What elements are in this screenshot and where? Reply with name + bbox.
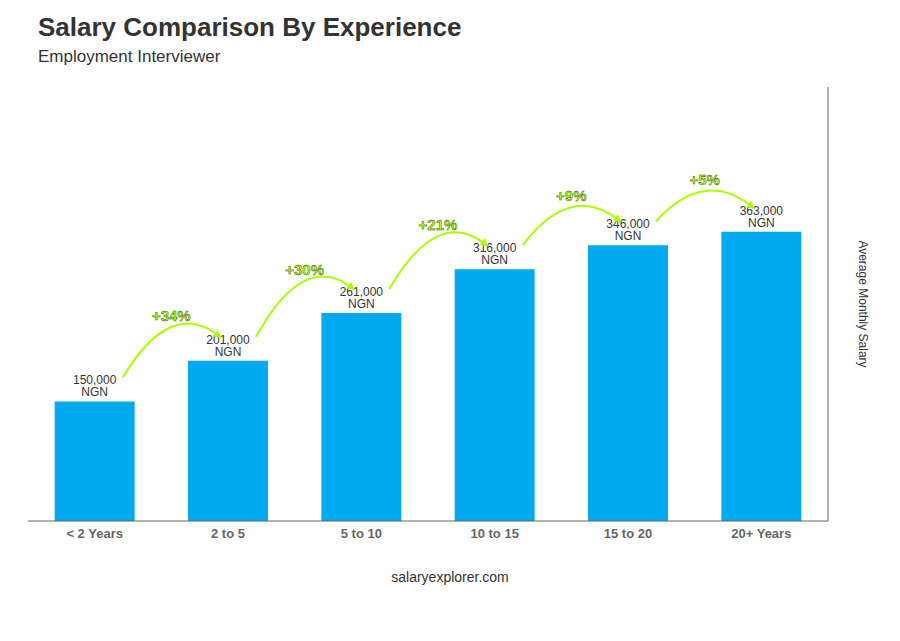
svg-text:+9%: +9% [556,187,586,204]
svg-text:150,000NGN: 150,000NGN [73,373,117,399]
svg-text:2 to 5: 2 to 5 [211,526,245,541]
svg-text:261,000NGN: 261,000NGN [340,285,384,311]
svg-text:316,000NGN: 316,000NGN [473,241,517,267]
svg-text:Average Monthly Salary: Average Monthly Salary [856,240,870,367]
svg-text:< 2 Years: < 2 Years [66,526,123,541]
svg-text:10 to 15: 10 to 15 [470,526,518,541]
svg-text:+30%: +30% [285,261,324,278]
svg-text:15 to 20: 15 to 20 [604,526,652,541]
svg-text:20+ Years: 20+ Years [731,526,791,541]
svg-text:+34%: +34% [152,307,191,324]
svg-text:+5%: +5% [689,171,719,188]
svg-text:201,000NGN: 201,000NGN [206,333,250,359]
html-text:Salary Comparison By Experienc: Salary Comparison By Experience [38,12,462,42]
html-text:Employment Interviewer: Employment Interviewer [38,47,221,66]
svg-text:+21%: +21% [419,216,458,233]
svg-text:363,000NGN: 363,000NGN [740,204,784,230]
svg-text:5 to 10: 5 to 10 [341,526,382,541]
svg-text:346,000NGN: 346,000NGN [606,217,650,243]
html-text:salaryexplorer.com: salaryexplorer.com [391,569,509,585]
